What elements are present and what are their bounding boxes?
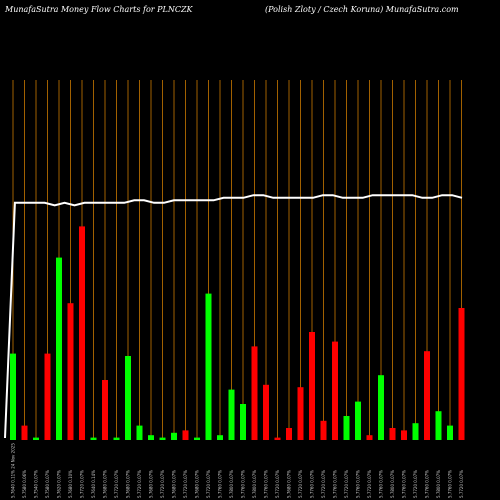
x-tick-label: 5.7720 0.07% (114, 470, 119, 498)
money-flow-bar (320, 420, 327, 440)
x-tick-label: 5.7760 0.07% (310, 470, 315, 498)
x-tick-label: 5.7720 0.07% (344, 470, 349, 498)
x-tick-label: 5.7760 0.07% (425, 470, 430, 498)
money-flow-bar (389, 428, 396, 440)
money-flow-bar (79, 226, 85, 440)
x-tick-label: 5.7720 0.07% (206, 470, 211, 498)
money-flow-bar (90, 437, 97, 440)
money-flow-bar (182, 430, 189, 440)
money-flow-bar (401, 430, 407, 440)
x-tick-label: 5.7720 0.07% (413, 470, 418, 498)
money-flow-bar (44, 353, 51, 440)
x-tick-label: 5.7680 0.07% (195, 470, 200, 498)
money-flow-bars (10, 226, 465, 440)
x-tick-label: 5.7720 0.07% (298, 470, 303, 498)
x-tick-label: 5.7720 0.07% (137, 470, 142, 498)
money-flow-bar (263, 384, 269, 440)
x-tick-label: 5.7680 0.07% (126, 470, 131, 498)
money-flow-bar (159, 437, 166, 440)
x-tick-label: 5.7720 0.07% (80, 470, 85, 498)
x-tick-label: 5.7580 0.07% (45, 470, 50, 498)
money-flow-bar (366, 435, 373, 440)
money-flow-bar (33, 437, 39, 440)
money-flow-bar (309, 332, 315, 440)
money-flow-bar (148, 435, 154, 440)
x-tick-label: 5.7720 0.07% (275, 470, 280, 498)
money-flow-bar (194, 437, 200, 440)
x-tick-label: 5.7800 0.07% (436, 470, 441, 498)
money-flow-bar (297, 387, 304, 440)
x-tick-label: 5.7680 0.07% (172, 470, 177, 498)
money-flow-bar (355, 401, 361, 440)
x-tick-label: 5.7800 0.07% (229, 470, 234, 498)
money-flow-bar (228, 389, 235, 440)
x-tick-label: 5.7680 0.07% (149, 470, 154, 498)
money-flow-bar (251, 346, 258, 440)
x-tick-label: 5.7760 0.07% (333, 470, 338, 498)
x-tick-label: 5.7640 0.11% 24 Nov 2025 (11, 443, 16, 498)
money-flow-bar (102, 380, 108, 440)
money-flow-bar (56, 257, 62, 440)
x-tick-label: 5.7760 0.07% (356, 470, 361, 498)
money-flow-bar (412, 423, 419, 440)
money-flow-bar (274, 437, 281, 440)
x-tick-label: 5.7720 0.07% (367, 470, 372, 498)
x-tick-label: 5.7720 0.07% (459, 470, 464, 498)
money-flow-bar (125, 356, 131, 440)
x-tick-label: 5.7760 0.07% (448, 470, 453, 498)
money-flow-bar (205, 293, 212, 440)
money-flow-bar (171, 432, 177, 440)
x-tick-label: 5.7540 0.07% (34, 470, 39, 498)
price-line (4, 194, 463, 439)
money-flow-bar (343, 416, 350, 440)
money-flow-bar (113, 437, 120, 440)
x-tick-label: 5.7760 0.07% (402, 470, 407, 498)
x-tick-label: 5.7760 0.07% (218, 470, 223, 498)
x-tick-label: 5.7680 0.07% (287, 470, 292, 498)
money-flow-bar (240, 404, 246, 440)
x-tick-label: 5.7800 0.07% (252, 470, 257, 498)
money-flow-bar (10, 353, 16, 440)
x-tick-label: 5.7760 0.07% (241, 470, 246, 498)
money-flow-bar (435, 411, 442, 440)
money-flow-bar (136, 425, 143, 440)
x-tick-label: 5.7620 0.07% (57, 470, 62, 498)
x-tick-label: 5.7760 0.07% (264, 470, 269, 498)
x-tick-label: 5.7720 0.07% (321, 470, 326, 498)
money-flow-bar (458, 308, 465, 440)
money-flow-bar (67, 303, 74, 440)
money-flow-bar (21, 425, 28, 440)
x-tick-label: 5.7760 0.07% (379, 470, 384, 498)
money-flow-bar (447, 425, 453, 440)
x-tick-labels: 5.7640 0.11% 24 Nov 2025 5.7580 0.06% 5.75… (11, 443, 465, 498)
money-flow-bar (286, 428, 292, 440)
chart-title-left: MunafaSutra Money Flow Charts for PLNCZK (5, 5, 193, 14)
chart-title-right: (Polish Zloty / Czech Koruna) MunafaSutr… (265, 5, 459, 14)
money-flow-bar (217, 435, 223, 440)
money-flow-bar (378, 375, 384, 440)
x-tick-label: 5.7680 0.10% (68, 470, 73, 498)
x-tick-label: 5.7580 0.06% (22, 470, 27, 498)
money-flow-bar (424, 351, 430, 440)
x-tick-label: 5.7720 0.07% (183, 470, 188, 498)
x-tick-label: 5.7720 0.07% (160, 470, 165, 498)
x-tick-label: 5.7680 0.07% (103, 470, 108, 498)
money-flow-bar (332, 341, 338, 440)
x-tick-label: 5.7800 0.07% (390, 470, 395, 498)
x-tick-label: 5.7640 0.14% (91, 470, 96, 498)
